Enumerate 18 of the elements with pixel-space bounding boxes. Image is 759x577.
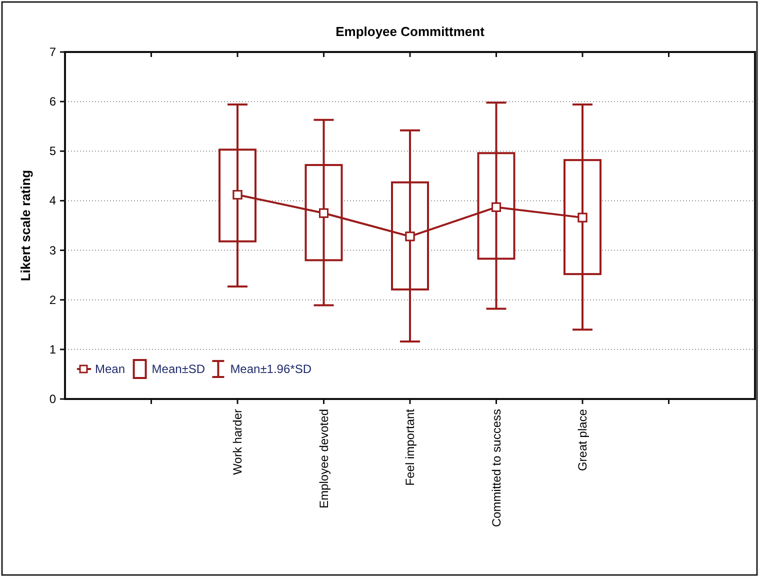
legend-label: Mean <box>95 362 126 376</box>
y-tick-label: 2 <box>49 292 56 307</box>
x-tick-label: Work harder <box>230 409 244 475</box>
y-axis-title: Likert scale rating <box>18 170 33 282</box>
y-tick-label: 1 <box>49 342 56 356</box>
y-tick-label: 5 <box>49 144 56 158</box>
legend-label: Mean±SD <box>152 362 206 376</box>
legend-label: Mean±1.96*SD <box>230 362 312 376</box>
chart-title: Employee Committment <box>336 24 486 39</box>
x-tick-label: Great place <box>576 408 590 472</box>
x-tick-label: Committed to success <box>489 409 504 528</box>
x-tick-label: Feel important <box>403 408 417 486</box>
y-tick-label: 4 <box>49 194 56 208</box>
x-tick-label: Employee devoted <box>316 409 331 508</box>
y-tick-label: 6 <box>49 94 56 109</box>
y-tick-label: 7 <box>49 45 56 59</box>
y-tick-label: 0 <box>49 392 56 406</box>
y-tick-label: 3 <box>49 243 56 258</box>
